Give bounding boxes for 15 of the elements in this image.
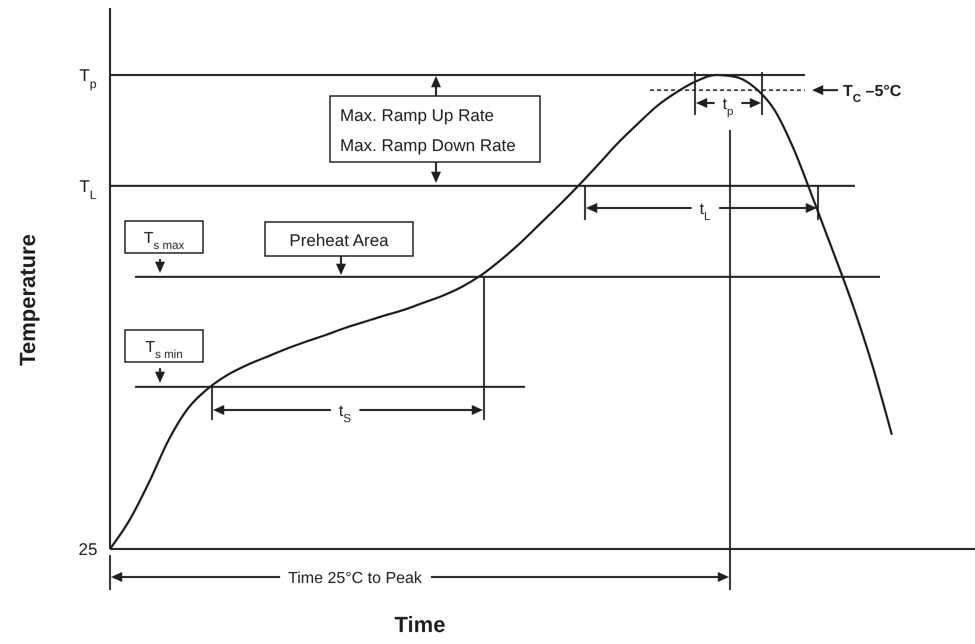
ref-line-label: T$_{L}$ <box>79 176 97 202</box>
annotation: t$_{L}$ <box>700 201 712 223</box>
ref-line-label: T$_{p}$ <box>79 66 97 91</box>
text: Time 25°C to Peak <box>288 570 423 587</box>
ref-line-label: T$_{s max}$ <box>144 230 184 252</box>
ref-line-label: T$_{C}$ –5°C <box>843 83 902 106</box>
ref-line-label: T$_{s min}$ <box>145 339 183 361</box>
text: 25 <box>78 540 98 559</box>
annotation: t$_{p}$ <box>722 96 734 118</box>
x-axis-title: Time <box>394 612 446 637</box>
y-axis-title: Temperature <box>15 234 40 366</box>
annotation: t$_{S}$ <box>338 403 352 425</box>
annotation: Max. Ramp Up Rate <box>340 106 494 125</box>
annotation: Preheat Area <box>289 231 390 250</box>
annotation: Max. Ramp Down Rate <box>340 136 516 155</box>
